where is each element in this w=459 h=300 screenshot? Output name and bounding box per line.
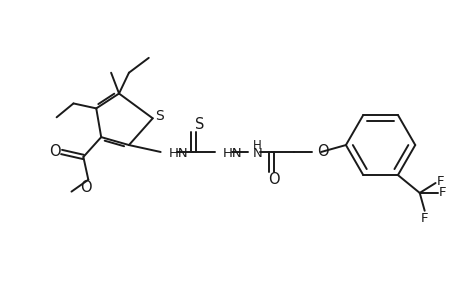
- Text: F: F: [438, 186, 445, 200]
- Text: O: O: [49, 145, 60, 160]
- Text: F: F: [420, 212, 427, 225]
- Text: S: S: [155, 109, 164, 123]
- Text: H: H: [252, 139, 261, 152]
- Text: N: N: [252, 148, 262, 160]
- Text: S: S: [194, 117, 203, 132]
- Text: O: O: [317, 145, 328, 160]
- Text: O: O: [80, 180, 92, 195]
- Text: HN: HN: [223, 148, 242, 160]
- Text: O: O: [267, 172, 279, 187]
- Text: F: F: [436, 175, 443, 188]
- Text: HN: HN: [168, 148, 188, 160]
